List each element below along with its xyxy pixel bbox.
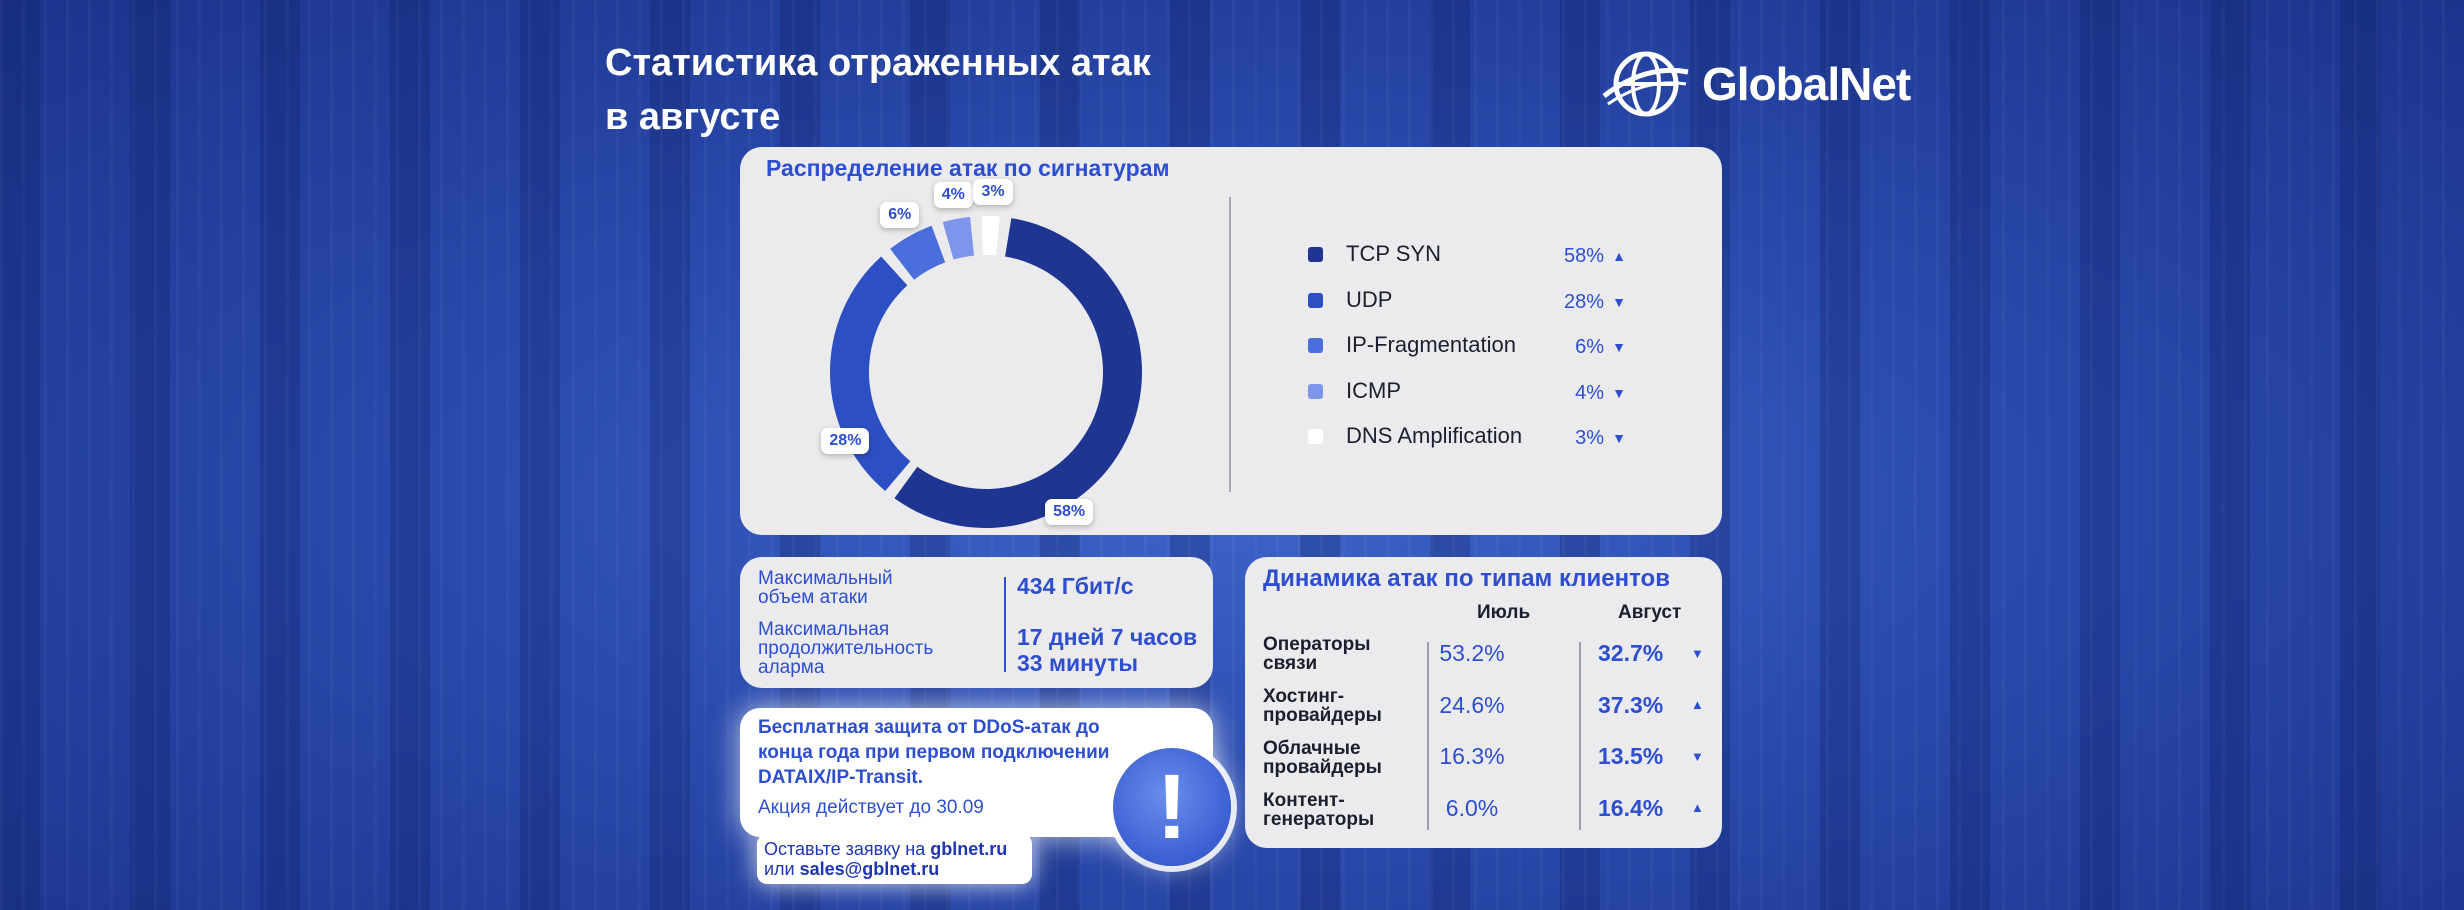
donut-chart <box>830 216 1142 528</box>
slice-data-label: 4% <box>933 182 973 209</box>
legend-value: 28% <box>1563 290 1604 313</box>
august-value: 32.7% <box>1598 640 1664 666</box>
max-duration-label-1: Максимальная <box>758 619 890 640</box>
email-link[interactable]: sales@gblnet.ru <box>799 859 940 879</box>
donut-slice-icmp <box>942 216 975 260</box>
title-line-2: в августе <box>605 96 781 138</box>
max-volume-label-1: Максимальный <box>758 568 893 589</box>
distribution-title: Распределение атак по сигнатурам <box>766 155 1170 181</box>
donut-slice-udp <box>830 256 911 492</box>
july-value: 6.0% <box>1445 795 1499 821</box>
max-duration-value-1: 17 дней 7 часов <box>1017 624 1198 650</box>
slice-data-label: 28% <box>821 427 870 454</box>
column-header-august: Август <box>1618 602 1682 623</box>
row-label-line-1: Хостинг- <box>1263 686 1345 707</box>
logo-text: GlobalNet <box>1702 58 1911 110</box>
legend-item-ip-fragmentation: IP-Fragmentation 6% ▼ <box>1308 330 1668 376</box>
row-label-line-2: провайдеры <box>1263 705 1382 726</box>
title-line-1: Статистика отраженных атак <box>605 42 1151 84</box>
row-label-line-2: связи <box>1263 653 1318 674</box>
max-volume-label-2: объем атаки <box>758 587 868 608</box>
max-duration-label-3: аларма <box>758 657 825 678</box>
trend-down-icon: ▼ <box>1612 293 1626 310</box>
website-link[interactable]: gblnet.ru <box>930 839 1008 859</box>
legend-value: 3% <box>1575 427 1604 449</box>
row-label-line-1: Операторы <box>1263 634 1371 655</box>
dynamics-title: Динамика атак по типам клиентов <box>1263 565 1670 592</box>
legend-item-dns-amplification: DNS Amplification 3% ▼ <box>1308 421 1668 467</box>
legend-value: 6% <box>1575 336 1604 358</box>
promo-line-3: DATAIX/IP-Transit. <box>758 767 924 788</box>
legend-swatch <box>1308 429 1323 444</box>
promo-deadline: Акция действует до 30.09 <box>758 797 984 818</box>
contact-box: Оставьте заявку на gblnet.ru или sales@g… <box>757 834 1032 884</box>
vertical-divider <box>1004 577 1006 672</box>
column-header-july: Июль <box>1477 602 1531 623</box>
legend-label: ICMP <box>1346 377 1401 403</box>
august-value: 37.3% <box>1598 692 1664 718</box>
contact-prefix: Оставьте заявку на <box>764 839 931 859</box>
column-divider <box>1579 642 1581 830</box>
dynamics-card: Динамика атак по типам клиентов Июль Авг… <box>1245 557 1722 848</box>
legend-item-icmp: ICMP 4% ▼ <box>1308 376 1668 422</box>
donut-slice-ip-fragmentation <box>890 225 946 280</box>
trend-down-icon: ▼ <box>1612 430 1626 446</box>
contact-line-1: Оставьте заявку на gblnet.ru <box>764 839 1007 859</box>
max-volume-value: 434 Гбит/с <box>1017 573 1134 599</box>
trend-down-icon: ▼ <box>1612 384 1626 401</box>
legend-label: DNS Amplification <box>1346 423 1523 448</box>
legend-label: UDP <box>1346 286 1393 312</box>
row-label-line-1: Контент- <box>1263 790 1345 811</box>
july-value: 24.6% <box>1439 692 1505 718</box>
column-divider <box>1427 642 1429 830</box>
max-duration-value-2: 33 минуты <box>1017 650 1138 676</box>
trend-up-icon: ▲ <box>1612 248 1626 264</box>
promo-line-1: Бесплатная защита от DDoS-атак до <box>758 717 1100 738</box>
row-label-line-1: Облачные <box>1263 738 1361 759</box>
row-label-line-2: провайдеры <box>1263 757 1382 778</box>
attack-distribution-card: Распределение атак по сигнатурам 58% 28% 6… <box>740 147 1722 535</box>
chart-legend: TCP SYN 58% ▲ UDP 28% ▼ IP-Fragmentation… <box>1308 239 1668 467</box>
slice-data-label: 58% <box>1045 499 1094 526</box>
legend-label: IP-Fragmentation <box>1346 332 1516 357</box>
contact-prefix: или <box>764 859 800 879</box>
contact-line-2: или sales@gblnet.ru <box>764 859 939 879</box>
legend-label: TCP SYN <box>1346 241 1441 266</box>
page-title: Статистика отраженных атак в августе <box>605 36 1305 144</box>
donut-slice-dns-amplification <box>981 216 1000 256</box>
trend-up-icon: ▲ <box>1691 800 1704 815</box>
august-value: 16.4% <box>1598 795 1664 821</box>
legend-value: 58% <box>1563 245 1604 267</box>
globalnet-logo: GlobalNet <box>1600 44 1911 124</box>
max-attack-card: Максимальный объем атаки 434 Гбит/с Макс… <box>740 557 1213 688</box>
july-value: 53.2% <box>1439 640 1505 666</box>
max-duration-label-2: продолжительность <box>758 638 934 659</box>
slice-data-label: 6% <box>880 201 920 228</box>
july-value: 16.3% <box>1439 743 1505 769</box>
legend-item-udp: UDP 28% ▼ <box>1308 285 1668 331</box>
trend-down-icon: ▼ <box>1612 339 1626 355</box>
donut-slice-tcp-syn <box>894 218 1142 528</box>
trend-down-icon: ▼ <box>1691 749 1704 764</box>
vertical-divider <box>1229 197 1231 492</box>
slice-data-label: 3% <box>973 179 1013 206</box>
legend-value: 4% <box>1575 381 1604 404</box>
promo-line-2: конца года при первом подключении <box>758 742 1110 763</box>
legend-swatch <box>1308 247 1323 262</box>
exclamation-icon: ! <box>1113 748 1231 866</box>
row-label-line-2: генераторы <box>1263 809 1375 830</box>
legend-swatch <box>1308 292 1323 308</box>
legend-swatch <box>1308 383 1323 399</box>
legend-swatch <box>1308 338 1323 353</box>
promo-text: Бесплатная защита от DDoS-атак до конца … <box>758 715 1178 790</box>
august-value: 13.5% <box>1598 743 1664 769</box>
trend-down-icon: ▼ <box>1691 646 1704 661</box>
legend-item-tcp-syn: TCP SYN 58% ▲ <box>1308 239 1668 285</box>
globe-icon <box>1602 51 1689 117</box>
trend-up-icon: ▲ <box>1691 697 1704 712</box>
